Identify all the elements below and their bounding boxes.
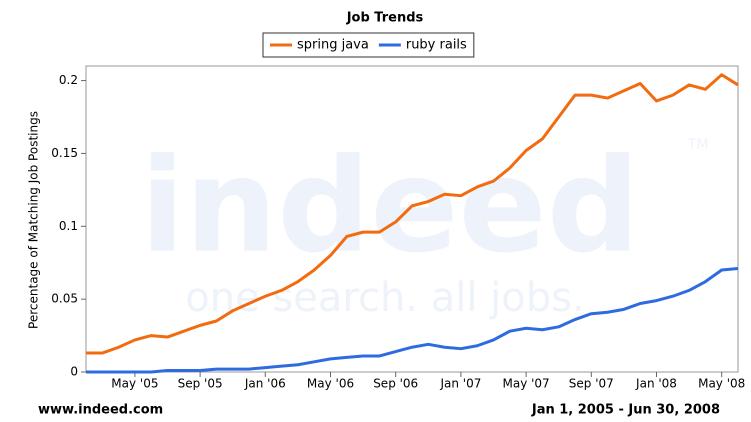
line — [86, 73, 739, 355]
legend — [262, 32, 475, 58]
x-tick-label: May '05 — [111, 377, 158, 391]
x-tick-label: May '06 — [307, 377, 354, 391]
x-tick-label: May '07 — [502, 377, 549, 391]
y-axis-label: Percentage of Matching Job Postings — [27, 111, 41, 329]
plot-area — [85, 65, 739, 373]
x-tick-label: May '08 — [698, 377, 745, 391]
watermark-tagline: one search. all jobs. — [185, 275, 584, 321]
y-tick-label: 0.2 — [59, 73, 78, 87]
y-tick-label: 0.05 — [51, 292, 78, 306]
legend-label: spring java — [297, 38, 369, 53]
legend-label: ruby rails — [406, 38, 467, 53]
x-tick-label: Sep '06 — [373, 377, 418, 391]
watermark: indeed — [140, 130, 640, 282]
chart-title: Job Trends — [346, 11, 424, 26]
watermark-tm: TM — [687, 137, 709, 153]
line — [86, 267, 739, 374]
source: www.indeed.com — [38, 403, 163, 418]
x-tick-label: Jan '07 — [439, 377, 481, 391]
x-tick-label: Jan '06 — [244, 377, 286, 391]
x-tick-label: Sep '07 — [569, 377, 614, 391]
y-tick-label: 0.1 — [59, 219, 78, 233]
date-range: Jan 1, 2005 - Jun 30, 2008 — [531, 403, 720, 418]
x-tick-label: Jan '08 — [635, 377, 677, 391]
y-tick-label: 0 — [70, 365, 78, 379]
y-tick-label: 0.15 — [51, 146, 78, 160]
x-tick-label: Sep '05 — [178, 377, 223, 391]
